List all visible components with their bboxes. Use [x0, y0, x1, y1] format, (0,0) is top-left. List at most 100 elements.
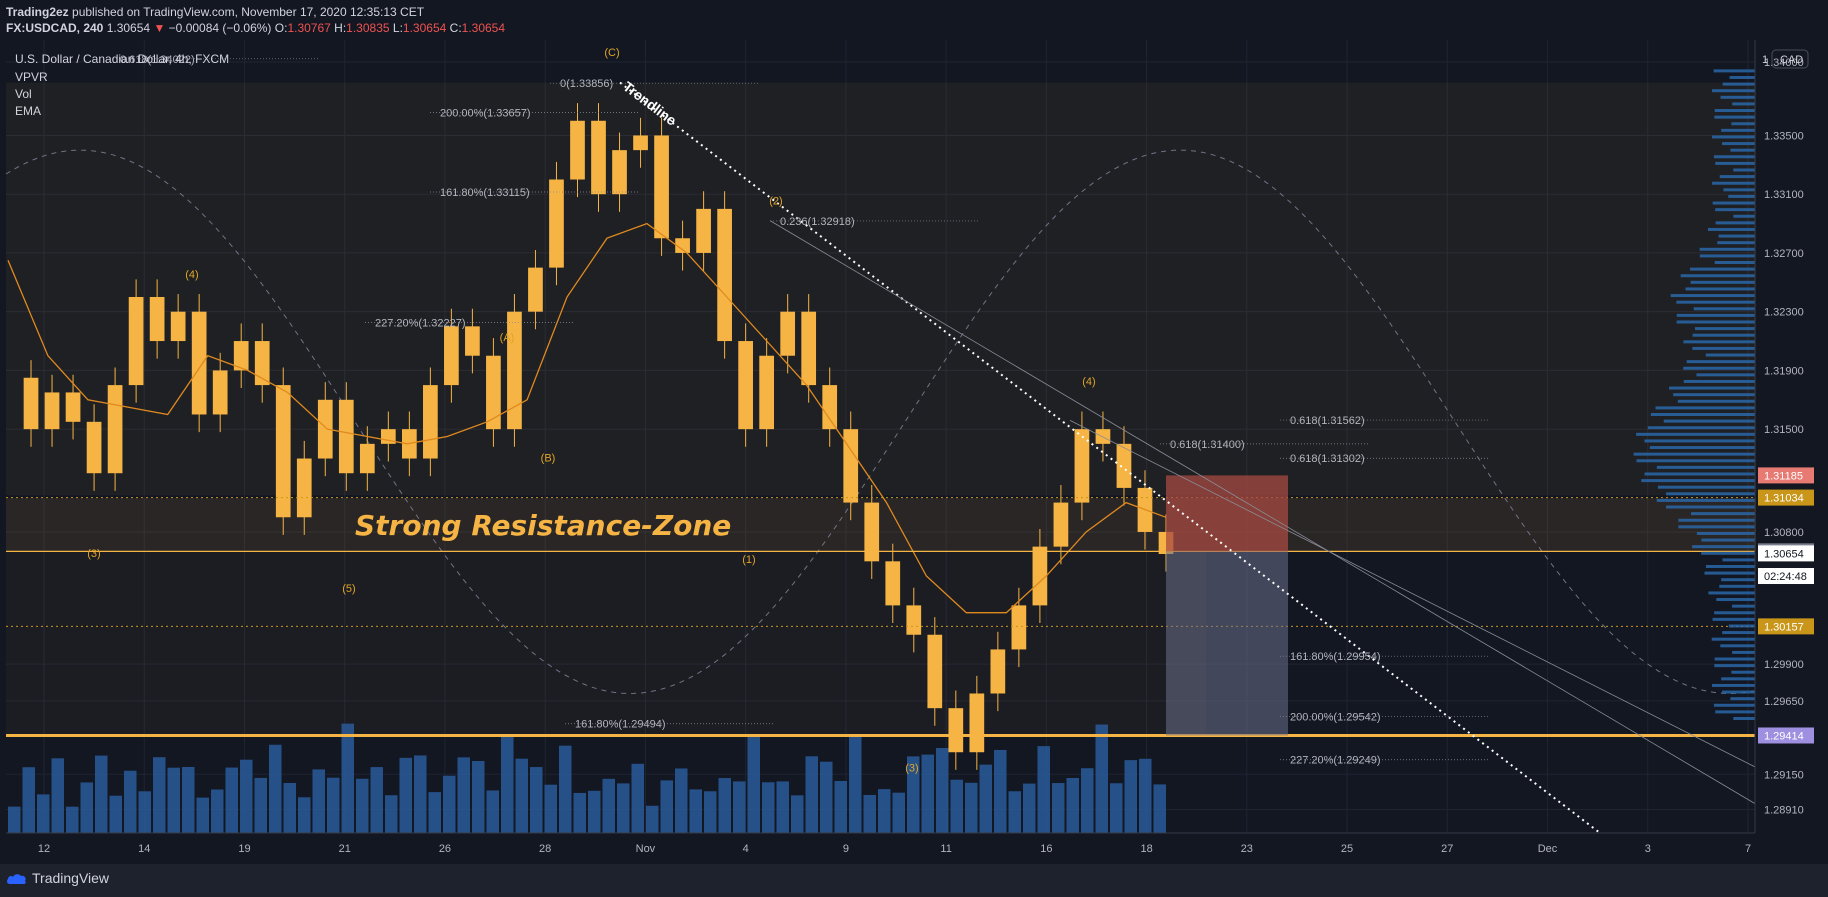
volume-bar: [1052, 783, 1065, 833]
volume-bar: [805, 756, 818, 833]
volume-bar: [979, 764, 992, 833]
volume-bar: [196, 797, 209, 833]
fib-level-label: 0.236(1.32918): [780, 216, 855, 228]
price-chart[interactable]: Trendline0.618(1.34022)0(1.33856)200.00%…: [0, 0, 1828, 864]
currency-label: CAD: [1780, 54, 1803, 66]
volume-bar: [298, 797, 311, 833]
volume-bar: [718, 778, 731, 833]
volume-bar: [834, 780, 847, 833]
volume-profile-bar: [1699, 254, 1755, 258]
candle-body: [612, 150, 627, 195]
low-label: L:: [392, 21, 403, 35]
volume-profile-bar: [1721, 677, 1755, 681]
last-price: 1.30654: [106, 21, 151, 35]
volume-bar: [356, 778, 369, 833]
volume-profile-bar: [1714, 109, 1755, 113]
publisher-name: Trading2ez: [6, 5, 69, 19]
price-label-text: 1.31034: [1764, 493, 1804, 505]
fib-level-label: 227.20%(1.32227): [375, 317, 466, 329]
volume-bar: [689, 789, 702, 833]
price-label-box: [1758, 727, 1814, 744]
volume-profile-bar: [1680, 274, 1755, 278]
volume-profile-bar: [1715, 710, 1755, 714]
volume-profile-bar: [1686, 360, 1755, 364]
currency-badge: [1771, 49, 1809, 69]
volume-bar: [341, 723, 354, 833]
volume-profile-bar: [1636, 432, 1755, 436]
price-label-box: [1758, 489, 1814, 506]
volume-profile-bar: [1690, 267, 1755, 271]
volume-profile-bar: [1722, 558, 1755, 562]
price-label-text: 1.30654: [1764, 548, 1804, 560]
volume-bar: [95, 755, 108, 833]
stop-loss-box: [1166, 475, 1288, 552]
volume-bar: [588, 790, 601, 833]
price-axis-tick: 1.32700: [1764, 248, 1804, 260]
volume-profile-bar: [1647, 426, 1755, 430]
legend-vol[interactable]: Vol: [15, 87, 32, 101]
candle-body: [86, 421, 102, 474]
volume-bar: [443, 775, 456, 833]
volume-profile-bar: [1676, 300, 1755, 304]
time-axis-tick: 19: [238, 843, 250, 855]
volume-profile-bar: [1655, 406, 1755, 410]
volume-profile-bar: [1713, 69, 1755, 73]
volume-profile-bar: [1685, 287, 1755, 291]
candle-body: [591, 120, 606, 195]
volume-profile-bar: [1730, 148, 1755, 152]
time-axis-tick: 18: [1140, 843, 1152, 855]
volume-profile-bar: [1707, 227, 1755, 231]
wave-label: (4): [1082, 376, 1095, 388]
volume-bar: [660, 780, 673, 833]
volume-profile-bar: [1663, 419, 1755, 423]
volume-profile-bar: [1705, 353, 1755, 357]
wave-label: (1): [742, 554, 755, 566]
price-label-text: 02:24:48: [1764, 571, 1807, 583]
volume-profile-bar: [1683, 366, 1755, 370]
candle-body: [549, 179, 564, 268]
volume-profile-bar: [1728, 624, 1755, 628]
candle-body: [738, 341, 753, 430]
volume-profile-bar: [1701, 538, 1755, 542]
fib-level-label: 200.00%(1.29542): [1290, 712, 1381, 724]
volume-bar: [892, 792, 905, 833]
volume-profile-bar: [1714, 261, 1755, 265]
volume-bar: [515, 758, 528, 833]
price-axis-tick: 1.31500: [1764, 424, 1804, 436]
time-axis-tick: 14: [138, 843, 150, 855]
volume-profile-bar: [1714, 611, 1755, 615]
candle-body: [486, 355, 501, 430]
volume-bar: [573, 792, 586, 833]
resistance-zone-label: Strong Resistance-Zone: [355, 509, 731, 542]
candle-body: [254, 341, 270, 386]
volume-bar: [1153, 784, 1166, 833]
volume-profile-bar: [1715, 208, 1755, 212]
price-axis-tick: 1.30800: [1764, 527, 1804, 539]
candle-body: [885, 561, 901, 606]
volume-bar: [124, 770, 137, 833]
wave-label: (C): [604, 47, 619, 59]
volume-profile-bar: [1712, 181, 1755, 185]
lower-range-box: [6, 551, 1206, 737]
volume-bar: [370, 767, 383, 833]
volume-bar: [1008, 791, 1021, 833]
price-axis-tick: 1.29150: [1764, 769, 1804, 781]
fib-level-label: 161.80%(1.29954): [1290, 651, 1381, 663]
volume-profile-bar: [1711, 637, 1755, 641]
fib-level-label: 0.618(1.31302): [1290, 453, 1365, 465]
volume-bar: [849, 736, 862, 833]
tradingview-logo[interactable]: TradingView: [6, 870, 109, 886]
fib-level-label: 161.80%(1.33115): [440, 187, 530, 199]
time-axis-tick: 3: [1645, 843, 1651, 855]
volume-profile-bar: [1711, 683, 1755, 687]
volume-bar: [950, 779, 963, 833]
legend-ema[interactable]: EMA: [15, 104, 42, 118]
candle-body: [1053, 502, 1069, 547]
time-axis-tick: 21: [339, 843, 351, 855]
brand-text: TradingView: [32, 870, 110, 886]
price-label-box: [1758, 467, 1814, 484]
legend-vpvr[interactable]: VPVR: [15, 70, 48, 84]
volume-profile-bar: [1722, 631, 1755, 635]
time-axis-tick: Dec: [1538, 843, 1558, 855]
fib-level-label: 200.00%(1.33657): [440, 107, 531, 119]
